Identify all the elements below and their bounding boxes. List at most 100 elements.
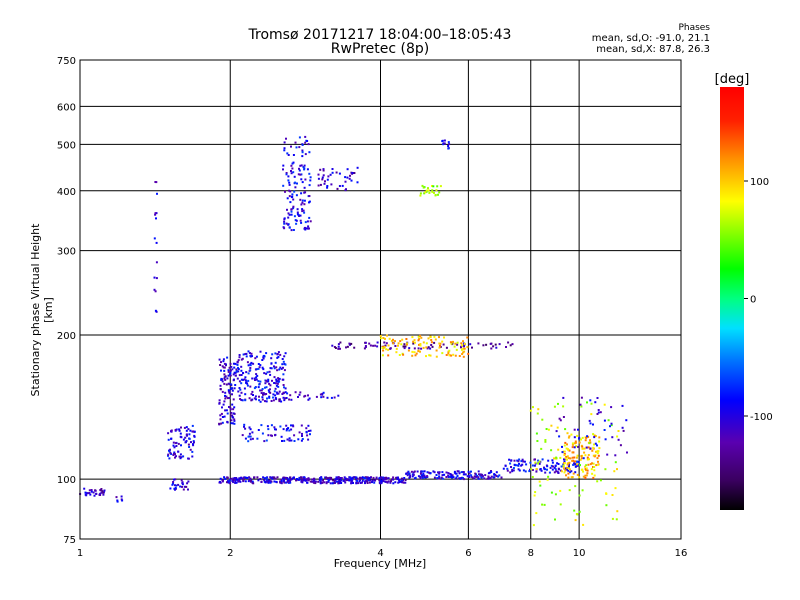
data-point (427, 346, 430, 349)
data-point (261, 398, 264, 401)
data-point (551, 459, 554, 462)
data-point (173, 478, 175, 481)
data-point (272, 393, 275, 396)
data-point (547, 428, 550, 431)
data-point (99, 489, 102, 492)
data-point (303, 211, 306, 214)
data-point (529, 409, 532, 412)
data-point (328, 476, 331, 479)
data-point (156, 192, 158, 195)
data-point (345, 479, 348, 482)
data-point (187, 443, 190, 446)
data-point (492, 476, 495, 479)
data-point (461, 344, 464, 347)
data-point (183, 485, 186, 488)
data-point (431, 189, 434, 192)
data-point (613, 470, 616, 473)
data-point (506, 467, 509, 470)
data-point (248, 352, 251, 354)
data-point (411, 354, 414, 357)
data-point (313, 481, 316, 484)
data-point (412, 342, 415, 345)
data-point (224, 375, 227, 378)
data-point (557, 468, 560, 471)
data-point (497, 475, 500, 478)
data-point (592, 446, 595, 449)
data-point (185, 426, 188, 429)
data-point (273, 390, 276, 393)
data-point (229, 372, 232, 374)
data-point (592, 454, 595, 457)
data-point (420, 470, 423, 473)
data-point (553, 471, 556, 474)
data-point (292, 229, 295, 231)
data-point (419, 192, 422, 195)
data-point (288, 429, 291, 432)
data-point (167, 432, 170, 435)
data-point (218, 358, 221, 361)
data-point (461, 348, 463, 351)
data-point (245, 355, 248, 358)
data-point (375, 477, 378, 480)
data-point (301, 151, 304, 154)
data-point (285, 429, 288, 432)
data-point (462, 351, 465, 354)
data-point (566, 463, 569, 466)
y-tick-label: 300 (57, 247, 76, 258)
data-point (344, 477, 347, 480)
data-point (431, 185, 433, 187)
data-point (221, 380, 224, 383)
data-point (290, 213, 293, 216)
data-point (284, 476, 287, 479)
data-point (247, 435, 250, 438)
data-point (577, 460, 580, 463)
data-point (576, 473, 579, 476)
data-point (450, 473, 453, 476)
data-point (406, 474, 409, 477)
data-point (92, 491, 95, 494)
data-point (583, 451, 586, 454)
data-point (266, 478, 269, 481)
data-point (298, 476, 301, 479)
data-point (290, 145, 292, 148)
data-point (281, 363, 284, 366)
data-point (249, 385, 252, 388)
data-point (380, 337, 383, 340)
data-point (303, 186, 306, 189)
data-point (483, 477, 486, 480)
data-point (610, 406, 613, 409)
data-point (421, 184, 424, 187)
data-point (283, 147, 286, 150)
colorbar-tick-label: 0 (750, 295, 756, 306)
data-point (225, 383, 228, 386)
data-point (222, 358, 225, 361)
data-point (460, 345, 463, 348)
data-point (535, 512, 538, 515)
data-point (279, 425, 282, 428)
data-point (276, 353, 279, 355)
data-point (453, 345, 456, 348)
data-point (239, 398, 242, 400)
data-point (344, 176, 347, 179)
data-point (251, 355, 253, 358)
data-point (179, 432, 182, 435)
data-point (429, 472, 432, 475)
data-point (381, 347, 384, 349)
data-point (562, 464, 565, 467)
data-point (260, 481, 263, 483)
data-point (154, 290, 157, 293)
data-point (283, 222, 286, 225)
data-point (376, 345, 379, 348)
data-point (322, 395, 325, 398)
data-point (304, 221, 307, 224)
data-point (282, 391, 285, 394)
data-point (569, 471, 572, 474)
data-point (309, 176, 312, 179)
data-point (280, 367, 283, 370)
data-point (180, 479, 183, 482)
data-point (402, 481, 405, 484)
data-point (233, 371, 236, 374)
data-point (382, 349, 385, 352)
data-point (445, 346, 448, 349)
